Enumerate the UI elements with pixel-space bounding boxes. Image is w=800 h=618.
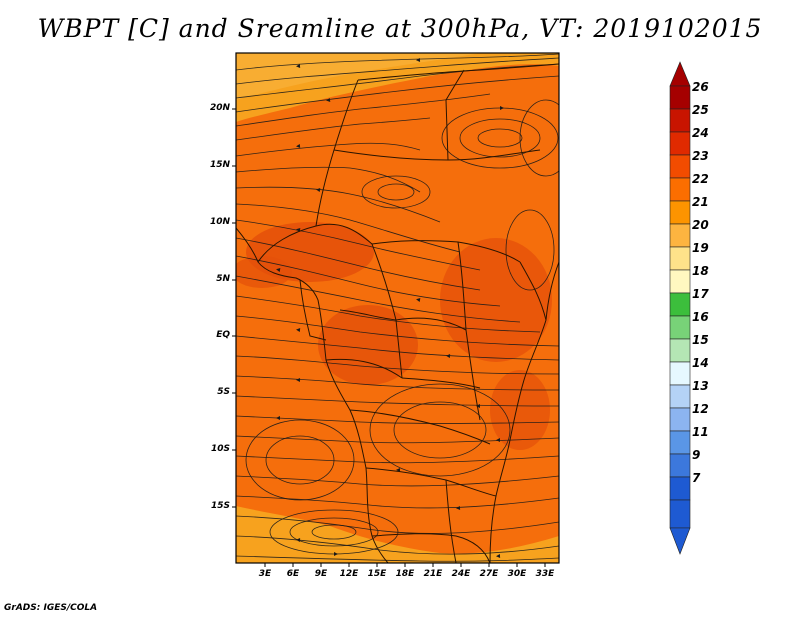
lat-label-5s: 5S — [217, 387, 230, 397]
lat-label-eq: EQ — [216, 330, 230, 340]
colorbar-bottom-arrow — [669, 527, 691, 555]
colorbar-label-25: 25 — [692, 103, 709, 117]
colorbar-segment — [669, 108, 691, 133]
colorbar-segment — [669, 338, 691, 363]
colorbar-segment — [669, 361, 691, 386]
wbpt-warm-southeast — [490, 370, 550, 450]
lon-label-18e: 18E — [395, 569, 415, 579]
colorbar-segment — [669, 292, 691, 317]
colorbar-segment — [669, 200, 691, 225]
colorbar-segment — [669, 246, 691, 271]
colorbar-label-7: 7 — [692, 471, 701, 485]
colorbar-segment — [669, 85, 691, 110]
streamline-arrows — [276, 58, 504, 558]
streamlines — [236, 53, 559, 562]
colorbar-segment — [669, 499, 691, 529]
map-title: WBPT [C] and Sreamline at 300hPa, VT: 20… — [37, 14, 763, 43]
lat-label-10n: 10N — [209, 217, 230, 227]
colorbar-segment — [669, 407, 691, 432]
colorbar — [669, 61, 691, 555]
colorbar-segment — [669, 177, 691, 202]
lon-label-33e: 33E — [535, 569, 555, 579]
map-plot-area — [236, 53, 559, 563]
colorbar-label-13: 13 — [692, 379, 709, 393]
grads-credit: GrADS: IGES/COLA — [4, 603, 98, 613]
colorbar-top-arrow — [669, 61, 691, 87]
lon-label-6e: 6E — [286, 569, 300, 579]
lat-label-20n: 20N — [209, 103, 230, 113]
axis-ticks — [232, 108, 546, 567]
wbpt-warm-congo — [318, 305, 418, 385]
colorbar-label-22: 22 — [692, 172, 709, 186]
colorbar-label-9: 9 — [692, 448, 701, 462]
lon-label-27e: 27E — [479, 569, 499, 579]
lon-label-24e: 24E — [451, 569, 471, 579]
colorbar-label-19: 19 — [692, 241, 709, 255]
colorbar-label-12: 12 — [692, 402, 709, 416]
colorbar-label-14: 14 — [692, 356, 709, 370]
lon-label-12e: 12E — [339, 569, 359, 579]
lat-label-10s: 10S — [210, 444, 230, 454]
country-borders — [236, 63, 559, 563]
lon-label-30e: 30E — [507, 569, 527, 579]
colorbar-label-17: 17 — [692, 287, 709, 301]
colorbar-label-23: 23 — [692, 149, 709, 163]
wbpt-cool-south — [236, 506, 559, 563]
lon-label-21e: 21E — [423, 569, 443, 579]
colorbar-label-20: 20 — [692, 218, 709, 232]
colorbar-label-15: 15 — [692, 333, 709, 347]
colorbar-label-21: 21 — [692, 195, 709, 209]
colorbar-segment — [669, 131, 691, 156]
colorbar-segment — [669, 269, 691, 294]
colorbar-segment — [669, 384, 691, 409]
colorbar-segment — [669, 453, 691, 478]
lon-label-3e: 3E — [258, 569, 272, 579]
colorbar-segment — [669, 223, 691, 248]
lon-label-9e: 9E — [314, 569, 328, 579]
lat-label-15s: 15S — [210, 501, 230, 511]
wbpt-cool-north-band — [236, 53, 480, 100]
colorbar-label-26: 26 — [692, 80, 709, 94]
colorbar-label-11: 11 — [692, 425, 709, 439]
lat-label-5n: 5N — [216, 274, 230, 284]
lat-label-15n: 15N — [209, 160, 230, 170]
wbpt-warm-gulf — [236, 256, 292, 288]
colorbar-segment — [669, 315, 691, 340]
colorbar-label-18: 18 — [692, 264, 709, 278]
lon-label-15e: 15E — [367, 569, 387, 579]
coastline-east — [489, 261, 559, 563]
map-frame — [235, 52, 560, 564]
colorbar-label-24: 24 — [692, 126, 709, 140]
colorbar-segment — [669, 476, 691, 501]
colorbar-segment — [669, 154, 691, 179]
colorbar-segment — [669, 430, 691, 455]
colorbar-label-16: 16 — [692, 310, 709, 324]
